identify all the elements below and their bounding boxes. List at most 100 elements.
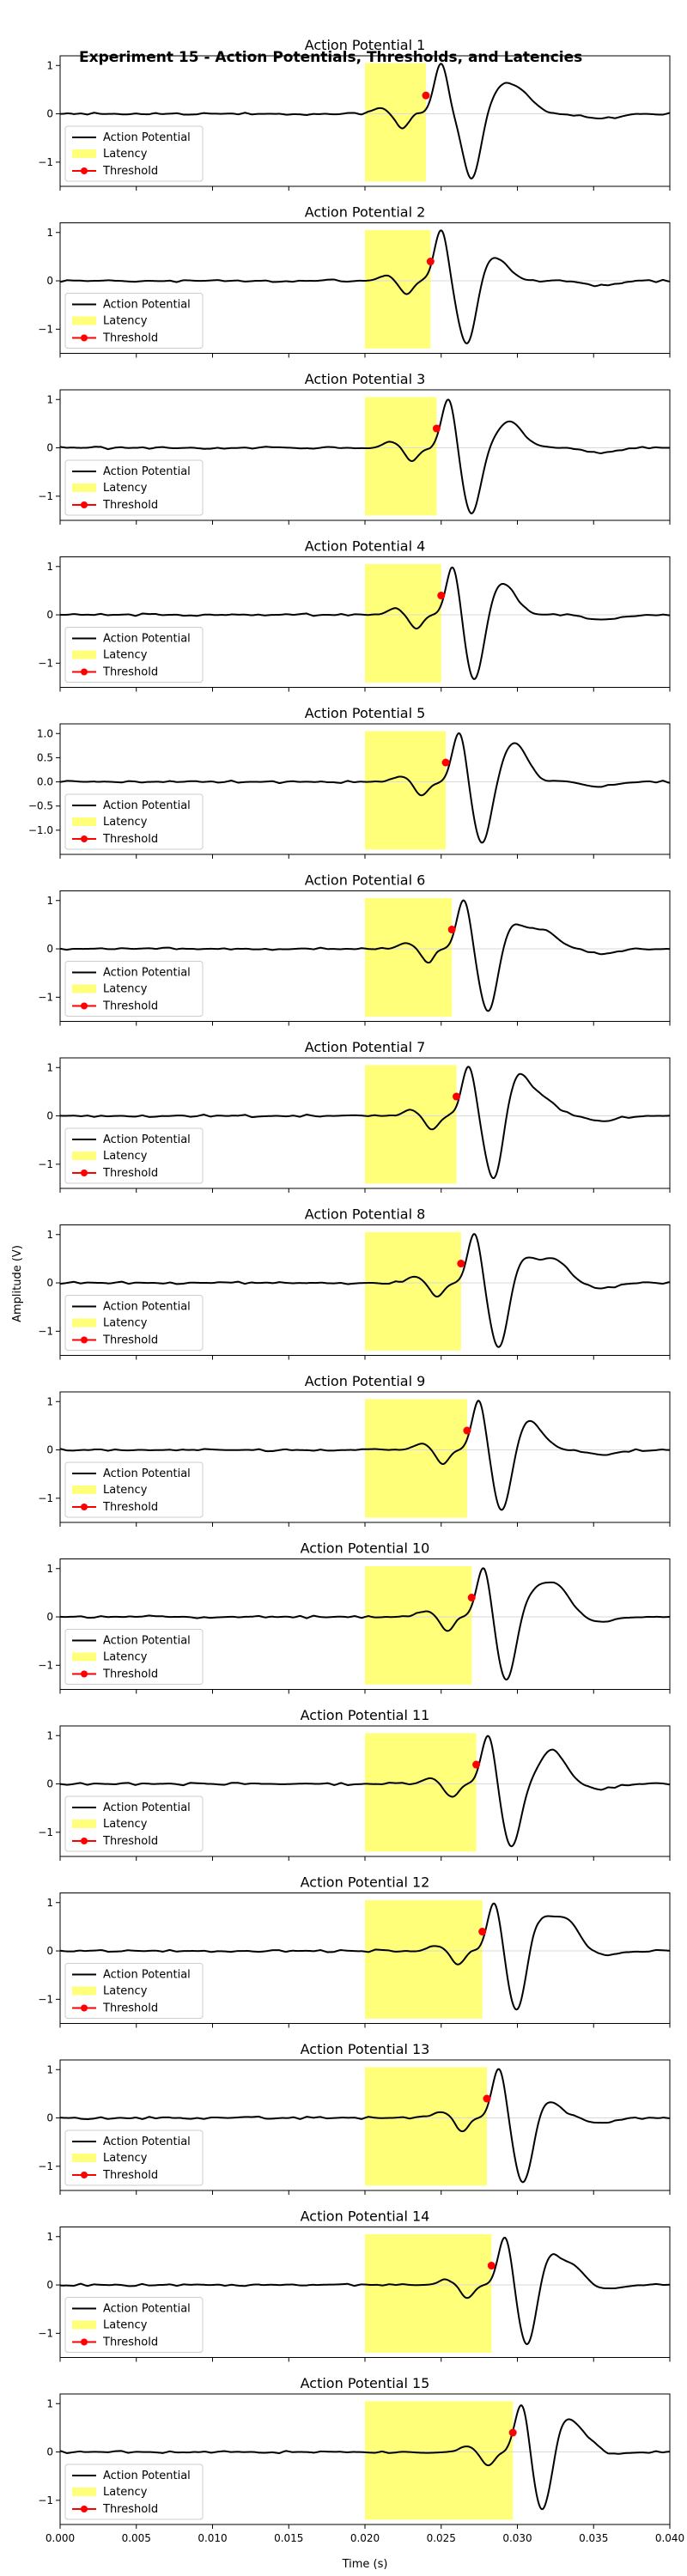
y-tick-label: −0.5 xyxy=(28,800,53,812)
legend-frame xyxy=(64,1795,204,1852)
subplot-title: Action Potential 3 xyxy=(305,371,426,387)
legend-label-latency: Latency xyxy=(103,1818,148,1831)
y-tick-label: 0 xyxy=(46,943,53,955)
y-tick-label: 0 xyxy=(46,2446,53,2458)
action-potential-line xyxy=(59,1233,671,1348)
legend-latency-swatch xyxy=(72,483,96,492)
subplot: Action Potential 12 1 0 −1 Action Potential L… xyxy=(38,1874,671,2028)
latency-span xyxy=(365,1065,457,1184)
legend-label-action-potential: Action Potential xyxy=(103,1301,191,1314)
latency-span xyxy=(365,1733,477,1852)
legend: Action Potential Latency Threshold xyxy=(64,1963,204,2019)
subplot: Action Potential 2 1 0 −1 Action Potential La… xyxy=(38,204,671,358)
subplot: Action Potential 6 1 0 −1 Action Potential La… xyxy=(38,872,671,1026)
legend-label-threshold: Threshold xyxy=(102,666,158,679)
legend: Action Potential Latency Threshold xyxy=(64,1795,204,1852)
legend-label-action-potential: Action Potential xyxy=(103,633,191,646)
legend-label-threshold: Threshold xyxy=(102,1835,158,1848)
legend-label-action-potential: Action Potential xyxy=(103,465,191,478)
x-tick-label: 0.005 xyxy=(122,2532,151,2544)
y-tick-label: 0 xyxy=(46,2279,53,2291)
legend: Action Potential Latency Threshold xyxy=(64,1127,204,1184)
legend-threshold-marker xyxy=(81,501,88,508)
figure-suptitle: Experiment 15 - Action Potentials, Thres… xyxy=(79,49,582,66)
subplots: Action Potential 1 1 0 −1 Action Potential La… xyxy=(28,37,684,2544)
legend-latency-swatch xyxy=(72,2488,96,2496)
threshold-marker xyxy=(441,758,450,767)
subplot-title: Action Potential 6 xyxy=(305,872,426,889)
y-tick-label: 0 xyxy=(46,442,53,454)
subplot-title: Action Potential 10 xyxy=(301,1540,430,1557)
y-tick-label: −1 xyxy=(38,1993,53,2005)
latency-span xyxy=(365,2401,514,2520)
legend: Action Potential Latency Threshold xyxy=(64,2297,204,2353)
legend-label-latency: Latency xyxy=(103,983,148,996)
legend-latency-swatch xyxy=(72,1986,96,1996)
legend-label-threshold: Threshold xyxy=(102,833,158,846)
action-potential-line xyxy=(59,2404,671,2511)
subplot-title: Action Potential 9 xyxy=(305,1373,426,1389)
legend-threshold-marker xyxy=(81,1838,88,1844)
legend-threshold-marker xyxy=(81,2338,88,2346)
legend-label-threshold: Threshold xyxy=(102,165,158,178)
x-tick-label: 0.025 xyxy=(427,2532,456,2544)
legend-label-action-potential: Action Potential xyxy=(103,1133,191,1146)
y-tick-label: −1 xyxy=(38,2494,53,2506)
legend-label-latency: Latency xyxy=(103,1985,148,1998)
y-tick-label: 1 xyxy=(46,2063,53,2075)
legend: Action Potential Latency Threshold xyxy=(64,793,204,850)
legend-label-latency: Latency xyxy=(103,148,148,161)
legend-threshold-marker xyxy=(81,1336,88,1344)
legend-label-latency: Latency xyxy=(103,1651,148,1664)
threshold-marker xyxy=(467,1594,476,1602)
y-tick-label: 1 xyxy=(46,227,53,239)
y-tick-label: 0.0 xyxy=(37,776,53,788)
y-tick-label: 0 xyxy=(46,609,53,621)
legend-label-threshold: Threshold xyxy=(102,1167,158,1180)
legend-label-latency: Latency xyxy=(103,2319,148,2332)
action-potential-line xyxy=(59,1066,671,1180)
y-tick-label: 1 xyxy=(46,1729,53,1741)
legend-label-action-potential: Action Potential xyxy=(103,1801,191,1814)
threshold-marker xyxy=(437,592,446,600)
y-tick-label: −1 xyxy=(38,1659,53,1671)
latency-span xyxy=(365,2233,492,2353)
x-tick-label: 0.000 xyxy=(46,2532,75,2544)
subplot-title: Action Potential 4 xyxy=(305,538,426,555)
legend-label-latency: Latency xyxy=(103,1317,148,1330)
legend-label-action-potential: Action Potential xyxy=(103,131,191,144)
y-tick-label: 1 xyxy=(46,393,53,405)
subplot: Action Potential 13 1 0 −1 Action Potential L… xyxy=(38,2041,671,2195)
legend-label-latency: Latency xyxy=(103,1484,148,1497)
y-tick-label: −1 xyxy=(38,657,53,669)
legend-latency-swatch xyxy=(72,1820,96,1828)
subplot: Action Potential 9 1 0 −1 Action Potential La… xyxy=(38,1373,671,1527)
legend-frame xyxy=(64,1127,204,1184)
threshold-marker xyxy=(478,1928,487,1936)
action-potential-line xyxy=(59,1902,671,2011)
y-tick-label: 0.5 xyxy=(37,751,53,763)
x-tick-label: 0.020 xyxy=(350,2532,380,2544)
action-potential-line xyxy=(59,1567,671,1681)
action-potential-line xyxy=(59,1735,671,1848)
x-tick-label: 0.035 xyxy=(579,2532,608,2544)
legend: Action Potential Latency Threshold xyxy=(64,125,204,182)
legend-threshold-marker xyxy=(81,167,88,174)
legend-frame xyxy=(64,1295,204,1351)
threshold-marker xyxy=(508,2428,517,2437)
threshold-marker xyxy=(422,91,430,100)
action-potential-line xyxy=(59,566,671,680)
y-tick-label: −1.0 xyxy=(28,824,53,836)
legend-frame xyxy=(64,2129,204,2186)
legend-frame xyxy=(64,2297,204,2353)
subplot-title: Action Potential 8 xyxy=(305,1206,426,1223)
action-potential-line xyxy=(59,229,671,344)
legend-frame xyxy=(64,627,204,683)
action-potential-line xyxy=(59,2236,671,2346)
legend-latency-swatch xyxy=(72,1151,96,1160)
legend-frame xyxy=(64,793,204,850)
threshold-marker xyxy=(453,1092,460,1101)
subplot-title: Action Potential 2 xyxy=(305,204,426,221)
legend-latency-swatch xyxy=(72,817,96,826)
legend-label-latency: Latency xyxy=(103,2152,148,2165)
